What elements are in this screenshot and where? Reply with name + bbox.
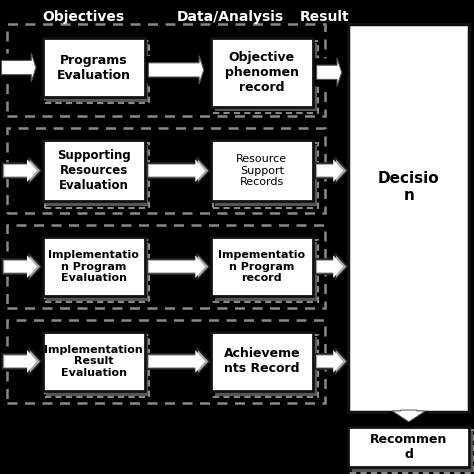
Bar — [352, 431, 473, 472]
Text: Objectives: Objectives — [42, 9, 124, 24]
Text: Programs
Evaluation: Programs Evaluation — [56, 54, 131, 82]
Text: Implementation
Result
Evaluation: Implementation Result Evaluation — [44, 345, 143, 378]
Polygon shape — [147, 253, 210, 280]
Bar — [348, 24, 469, 412]
Bar — [46, 242, 148, 301]
Polygon shape — [0, 45, 42, 91]
Bar — [215, 242, 317, 301]
Text: Recommen
d: Recommen d — [370, 433, 447, 461]
Bar — [213, 143, 318, 208]
Bar — [7, 24, 325, 116]
Bar — [46, 337, 148, 396]
Text: Supporting
Resources
Evaluation: Supporting Resources Evaluation — [57, 149, 130, 192]
Bar — [213, 41, 318, 113]
Text: Resource
Support
Records: Resource Support Records — [237, 154, 287, 187]
Polygon shape — [147, 157, 210, 184]
Bar — [350, 430, 474, 473]
Polygon shape — [2, 253, 41, 280]
Polygon shape — [2, 348, 41, 374]
Text: Result: Result — [300, 9, 349, 24]
Bar — [45, 143, 149, 208]
Bar — [7, 128, 325, 213]
Bar — [46, 145, 148, 206]
Bar — [43, 140, 145, 201]
Bar — [215, 337, 317, 396]
Bar — [213, 240, 318, 302]
Text: Implementatio
n Program
Evaluation: Implementatio n Program Evaluation — [48, 250, 139, 283]
Polygon shape — [317, 350, 343, 373]
Bar — [7, 320, 325, 403]
Bar — [7, 225, 325, 308]
Polygon shape — [148, 56, 204, 84]
Text: Decisio
n: Decisio n — [378, 171, 440, 203]
Polygon shape — [147, 348, 210, 374]
Bar — [45, 240, 149, 302]
Bar — [215, 43, 317, 111]
Polygon shape — [392, 410, 426, 422]
Polygon shape — [149, 159, 205, 182]
Bar — [211, 237, 313, 296]
Text: Objective
phenomen
record: Objective phenomen record — [225, 51, 299, 94]
Text: Data/Analysis: Data/Analysis — [176, 9, 283, 24]
Bar — [348, 427, 469, 467]
Bar — [43, 38, 145, 97]
Polygon shape — [4, 350, 37, 373]
Bar — [215, 145, 317, 206]
Polygon shape — [1, 54, 36, 82]
Polygon shape — [317, 255, 343, 278]
Bar — [46, 43, 148, 102]
Bar — [211, 140, 313, 201]
Polygon shape — [315, 50, 347, 95]
Polygon shape — [315, 348, 347, 374]
Polygon shape — [149, 255, 205, 278]
Polygon shape — [4, 159, 37, 182]
Polygon shape — [2, 157, 41, 184]
Bar — [45, 41, 149, 103]
Polygon shape — [317, 159, 343, 182]
Text: Impementatio
n Program
record: Impementatio n Program record — [219, 250, 305, 283]
Bar — [43, 332, 145, 391]
Text: Achieveme
nts Record: Achieveme nts Record — [224, 347, 300, 375]
Polygon shape — [4, 255, 37, 278]
Bar — [45, 335, 149, 397]
Bar — [43, 237, 145, 296]
Polygon shape — [315, 253, 347, 280]
Polygon shape — [147, 47, 210, 93]
Polygon shape — [317, 58, 342, 87]
Polygon shape — [390, 412, 428, 427]
Bar — [211, 38, 313, 107]
Bar — [213, 335, 318, 397]
Polygon shape — [149, 350, 205, 373]
Bar — [211, 332, 313, 391]
Polygon shape — [315, 157, 347, 184]
